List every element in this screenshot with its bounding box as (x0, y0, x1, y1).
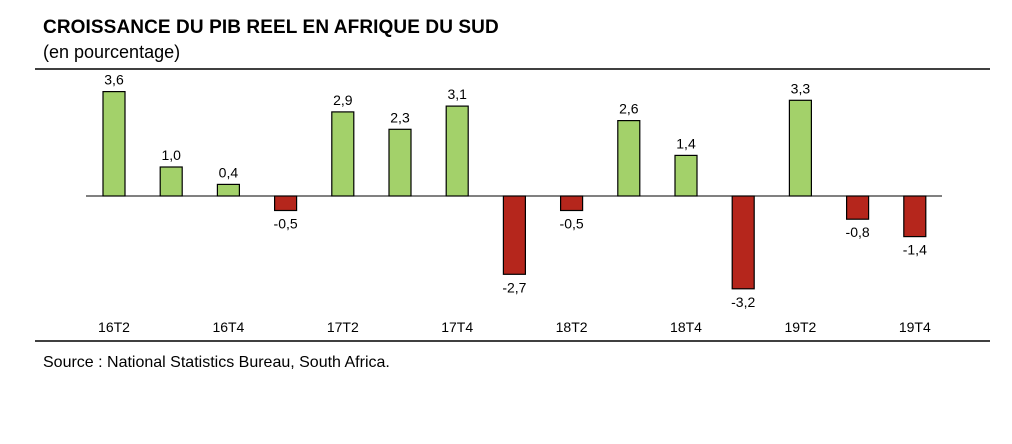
bar-18T2 (559, 195, 584, 212)
tick-label-16T2: 16T2 (98, 319, 130, 335)
value-label-16T2: 3,6 (104, 72, 124, 88)
value-labels-group: 3,6 1,0 0,4 -0,5 2,9 2,3 3,1 -2,7 -0,5 2,6 1,4 -3,2… (104, 72, 927, 310)
value-label-17T3: 2,3 (390, 109, 410, 125)
source-note: Source : National Statistics Bureau, Sou… (43, 354, 390, 371)
bar-16T4 (216, 183, 240, 197)
bar-18T4 (674, 154, 698, 197)
value-label-17T2: 2,9 (333, 92, 353, 108)
bar-18T3 (617, 119, 641, 197)
bar-19T3 (845, 195, 870, 220)
value-label-18T1: -2,7 (502, 279, 526, 295)
bar-16T2 (102, 90, 126, 197)
value-label-17T1: -0,5 (274, 216, 298, 232)
value-label-17T4: 3,1 (447, 86, 467, 102)
bar-19T4 (903, 195, 927, 238)
value-label-19T3: -0,8 (846, 224, 870, 240)
value-label-18T2: -0,5 (560, 216, 584, 232)
bar-16T3 (159, 166, 183, 197)
bar-18T1 (502, 195, 526, 275)
chart-subtitle: (en pourcentage) (43, 42, 181, 62)
value-label-19T4: -1,4 (903, 242, 927, 258)
tick-label-18T4: 18T4 (670, 319, 702, 335)
value-label-19T1: -3,2 (731, 294, 755, 310)
tick-labels-group: 16T2 16T4 17T2 17T4 18T2 18T4 19T2 19T4 (98, 319, 931, 335)
value-label-16T4: 0,4 (219, 164, 239, 180)
value-label-19T2: 3,3 (791, 80, 811, 96)
bar-19T1 (731, 195, 755, 290)
bar-17T4 (445, 105, 469, 197)
bar-19T2 (788, 99, 813, 197)
tick-label-19T4: 19T4 (899, 319, 931, 335)
bar-17T3 (388, 128, 412, 197)
bar-17T1 (274, 195, 298, 212)
value-label-18T4: 1,4 (676, 135, 696, 151)
value-label-16T3: 1,0 (161, 147, 181, 163)
tick-label-17T4: 17T4 (441, 319, 473, 335)
bars-group (102, 90, 927, 290)
value-label-18T3: 2,6 (619, 101, 639, 117)
tick-label-16T4: 16T4 (212, 319, 244, 335)
tick-label-18T2: 18T2 (556, 319, 588, 335)
tick-label-19T2: 19T2 (784, 319, 816, 335)
chart-title: CROISSANCE DU PIB REEL EN AFRIQUE DU SUD (43, 17, 499, 38)
bar-17T2 (331, 111, 355, 197)
tick-label-17T2: 17T2 (327, 319, 359, 335)
